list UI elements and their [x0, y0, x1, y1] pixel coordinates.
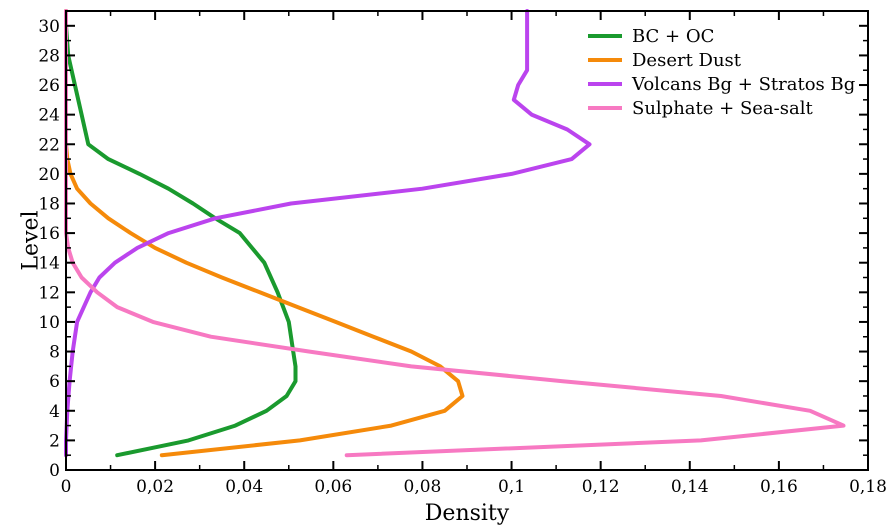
- y-tick-label: 26: [38, 76, 60, 96]
- y-tick-label: 10: [38, 313, 60, 333]
- y-tick-label: 2: [49, 431, 60, 451]
- x-tick-label: 0,04: [225, 477, 263, 497]
- y-tick-label: 8: [49, 343, 60, 363]
- y-tick-label: 20: [38, 165, 60, 185]
- x-tick-label: 0: [61, 477, 72, 497]
- legend-label-volcans: Volcans Bg + Stratos Bg: [631, 74, 855, 95]
- y-tick-label: 6: [49, 372, 60, 392]
- y-tick-label: 0: [49, 461, 60, 481]
- y-tick-label: 22: [38, 135, 60, 155]
- x-axis-tick-labels: 0 0,02 0,04 0,06 0,08 0,1 0,12 0,14 0,16 0,18: [61, 477, 887, 497]
- x-tick-label: 0,14: [671, 477, 709, 497]
- series-line-2: [64, 9, 592, 458]
- series-line-0: [64, 9, 298, 458]
- y-tick-label: 16: [38, 224, 60, 244]
- x-tick-label: 0,12: [582, 477, 620, 497]
- plot-frame: [65, 10, 869, 471]
- y-tick-label: 18: [38, 194, 60, 214]
- y-tick-label: 14: [38, 254, 60, 274]
- series-line-1: [64, 9, 465, 458]
- legend-label-sulphate: Sulphate + Sea-salt: [632, 98, 813, 119]
- legend-label-bc-oc: BC + OC: [632, 26, 714, 47]
- x-tick-label: 0,08: [404, 477, 442, 497]
- y-tick-label: 30: [38, 17, 60, 37]
- legend: BC + OC Desert Dust Volcans Bg + Stratos…: [588, 26, 855, 119]
- x-tick-label: 0,06: [314, 477, 352, 497]
- y-tick-label: 24: [38, 106, 60, 126]
- legend-label-desert-dust: Desert Dust: [632, 50, 742, 71]
- x-axis-title: Density: [425, 501, 510, 525]
- y-axis-title: Level: [19, 210, 44, 270]
- y-tick-label: 4: [49, 402, 60, 422]
- y-tick-label: 12: [38, 283, 60, 303]
- y-tick-label: 28: [38, 46, 60, 66]
- x-tick-label: 0,02: [136, 477, 174, 497]
- x-tick-label: 0,18: [849, 477, 887, 497]
- x-tick-label: 0,16: [760, 477, 798, 497]
- x-tick-label: 0,1: [498, 477, 525, 497]
